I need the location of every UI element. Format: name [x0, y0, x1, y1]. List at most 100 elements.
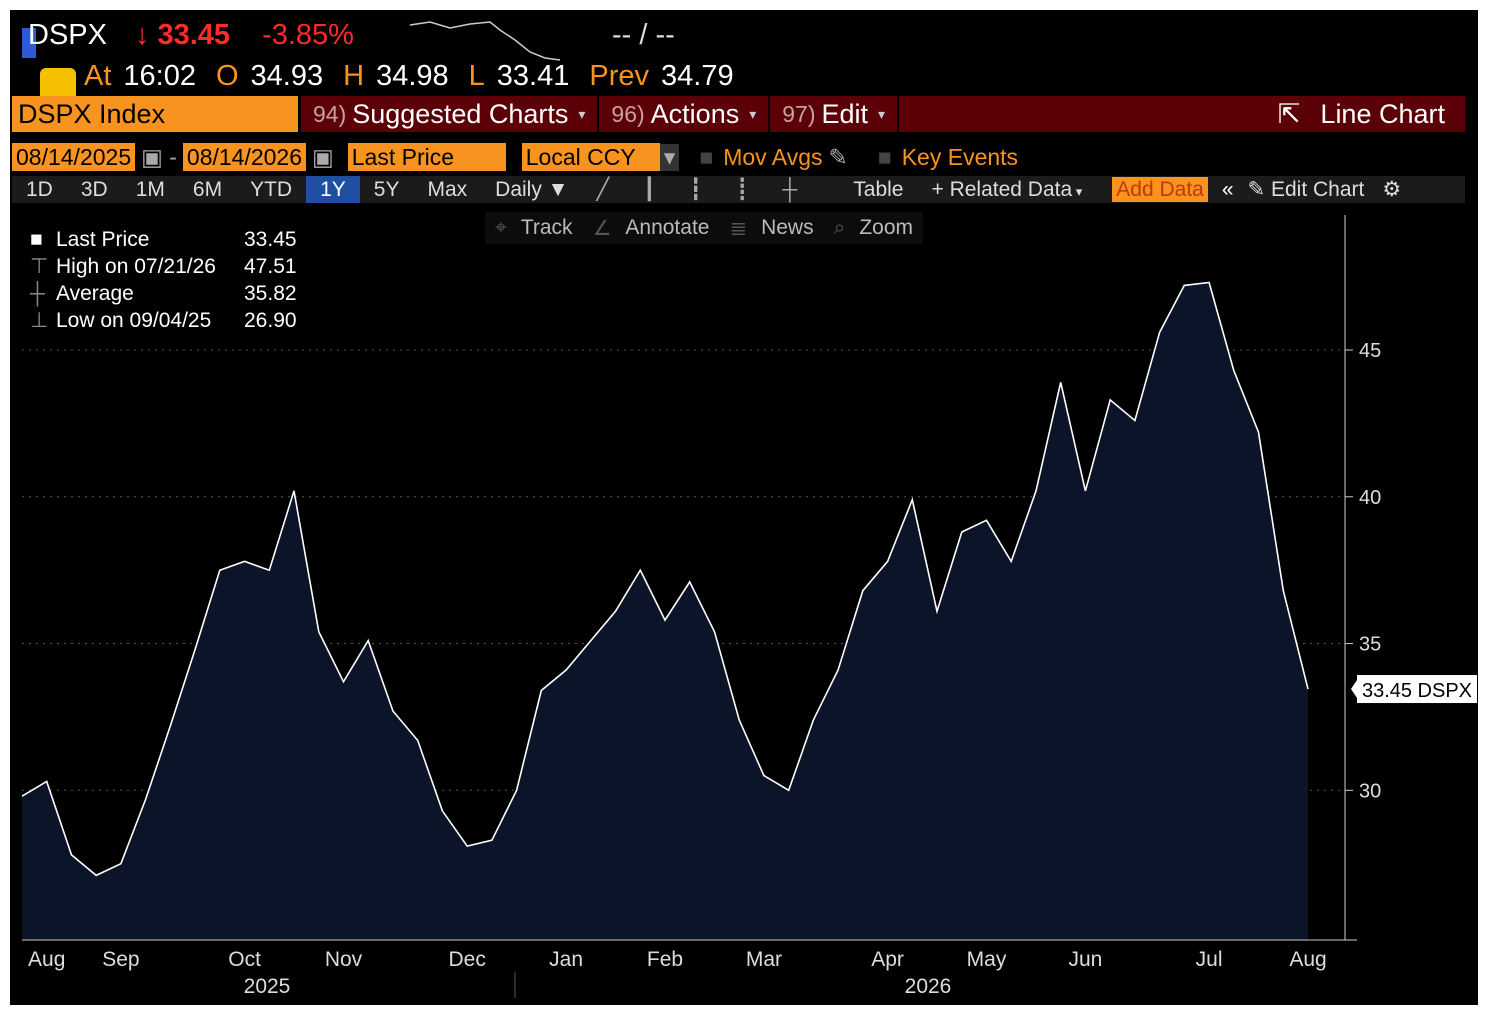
chart-type[interactable]: ⇱ Line Chart	[1277, 98, 1445, 129]
edit-chart[interactable]: ✎ Edit Chart	[1248, 177, 1365, 202]
legend-marker: ⊥	[30, 309, 49, 332]
x-tick-label: May	[967, 948, 1007, 971]
menu-caret: ▾	[578, 105, 586, 122]
legend-value: 47.51	[244, 254, 297, 278]
x-tick-label: Sep	[102, 948, 139, 971]
period[interactable]: 3D	[80, 178, 108, 201]
table-button[interactable]: Table	[853, 178, 904, 201]
y-tick-label: 40	[1359, 487, 1381, 509]
collapse: «	[1221, 177, 1234, 201]
add-data[interactable]: Add Data	[1112, 177, 1208, 202]
plus: +	[931, 178, 950, 201]
caret: ▾	[1072, 184, 1083, 199]
menu-number: 94)	[313, 100, 347, 127]
year-label: 2026	[905, 975, 952, 998]
legend-label: High on 07/21/26	[56, 254, 216, 278]
legend-label: Last Price	[56, 227, 150, 251]
quote-value: 34.98	[376, 59, 449, 92]
currency[interactable]: Local CCY	[521, 143, 660, 171]
last-label-box	[1357, 675, 1477, 704]
tool[interactable]: ≣ News	[719, 216, 823, 241]
tool[interactable]: ∠ Annotate	[583, 216, 720, 241]
legend-value: 35.82	[244, 281, 297, 305]
quote-label: L	[468, 59, 485, 92]
y-tick-label: 35	[1359, 634, 1381, 656]
period[interactable]: 1Y	[306, 176, 360, 203]
quote-header: DSPX ↓ 33.45 -3.85% -- / --	[12, 18, 675, 52]
quote-label: O	[215, 59, 239, 92]
menu-item[interactable]: 97) Edit ▾	[770, 96, 900, 132]
pct-change: -3.85%	[262, 18, 354, 51]
tool-bar: ⌖ Track ∠ Annotate ≣ News ⌕ Zoom	[485, 212, 924, 244]
menu-item[interactable]: 96) Actions ▾	[599, 96, 771, 132]
last-label: 33.45 DSPX	[1362, 680, 1472, 702]
frequency[interactable]: Daily ▼	[481, 176, 582, 203]
related-data[interactable]: + Related Data ▾	[917, 176, 1096, 203]
legend-marker: ┼	[30, 281, 45, 305]
menu-bar: DSPX Index 94) Suggested Charts ▾ 96) Action…	[12, 96, 1465, 132]
tool-icon: ≣	[729, 216, 748, 240]
settings[interactable]: ⚙	[1382, 178, 1402, 201]
period[interactable]: YTD	[250, 178, 293, 201]
start-date[interactable]: 08/14/2025	[12, 143, 136, 171]
x-tick-label: Feb	[647, 948, 683, 971]
menu-label: Actions	[650, 98, 740, 129]
controls: 08/14/2025 ▣ - 08/14/2026 ▣ Last Price Loc…	[12, 143, 1018, 171]
menu-label: Edit	[821, 98, 869, 129]
y-tick-label: 45	[1359, 340, 1381, 362]
tool-icon: ⌕	[833, 216, 846, 239]
tool[interactable]: ⌖ Track	[485, 216, 583, 240]
legend-marker: ■	[30, 227, 43, 251]
quote-line: At 16:02 O 34.93 H 34.98 L 33.41 Prev 34.79	[28, 58, 734, 94]
end-date[interactable]: 08/14/2026	[182, 143, 307, 171]
area	[22, 282, 1308, 940]
quote-label: Prev	[589, 59, 650, 92]
tool[interactable]: ⌕ Zoom	[824, 216, 923, 240]
ticker: DSPX	[28, 18, 107, 51]
legend-entry: ⊤ High on 07/21/26 47.51	[30, 253, 297, 280]
menu-caret: ▾	[749, 105, 757, 122]
period[interactable]: 6M	[192, 178, 223, 201]
ticker-marker	[22, 28, 36, 58]
menu-number: 97)	[782, 100, 816, 127]
menu-item[interactable]: 94) Suggested Charts ▾	[301, 96, 600, 132]
edit-label: Edit Chart	[1270, 178, 1365, 201]
period[interactable]: 1D	[26, 178, 53, 201]
legend: ■ Last Price 33.45 ⊤ High on 07/21/26 47.51 ┼ A…	[30, 226, 297, 334]
field[interactable]: Last Price	[347, 143, 506, 171]
quote-label: H	[343, 59, 365, 92]
security[interactable]: DSPX Index	[12, 96, 298, 132]
price: 33.45	[157, 18, 231, 51]
tool-icon: ∠	[592, 216, 612, 240]
period[interactable]: 1M	[135, 178, 165, 201]
menu-number: 96)	[611, 100, 645, 127]
tool-label: Annotate	[625, 216, 710, 239]
legend-value: 26.90	[244, 308, 297, 332]
quote-value: 34.93	[250, 59, 324, 92]
chart-style-icons: ╱ ┃ ┇ ┋ ┼	[596, 178, 812, 201]
tool-label: Zoom	[859, 216, 914, 239]
toggle[interactable]: Key Events	[901, 143, 1019, 170]
pencil: ✎	[1247, 178, 1271, 201]
legend-label: Average	[56, 281, 134, 305]
legend-entry: ⊥ Low on 09/04/25 26.90	[30, 307, 297, 334]
period-bar: 1D 3D 1M 6M YTD 1Y 5Y Max Daily ▼ ╱ ┃ ┇ ┋ ┼ Table +…	[12, 176, 1465, 203]
caret: ▼	[541, 178, 569, 201]
x-tick-label: Dec	[448, 948, 485, 971]
quote-value: 34.79	[661, 59, 734, 92]
toggle[interactable]: Mov Avgs	[723, 143, 823, 170]
price-line	[21, 281, 1309, 877]
x-tick-label: Jul	[1196, 948, 1223, 971]
x-tick-label: Nov	[325, 948, 363, 971]
quote-label: At	[84, 59, 112, 92]
x-tick-label: Apr	[871, 948, 904, 971]
menu-caret: ▾	[878, 105, 886, 122]
period[interactable]: Max	[427, 178, 468, 201]
x-tick-label: Aug	[1289, 948, 1326, 971]
period[interactable]: 5Y	[373, 178, 400, 201]
frequency-label: Daily	[495, 178, 542, 201]
x-tick-label: Aug	[28, 948, 65, 971]
tool-label: Track	[520, 216, 573, 239]
